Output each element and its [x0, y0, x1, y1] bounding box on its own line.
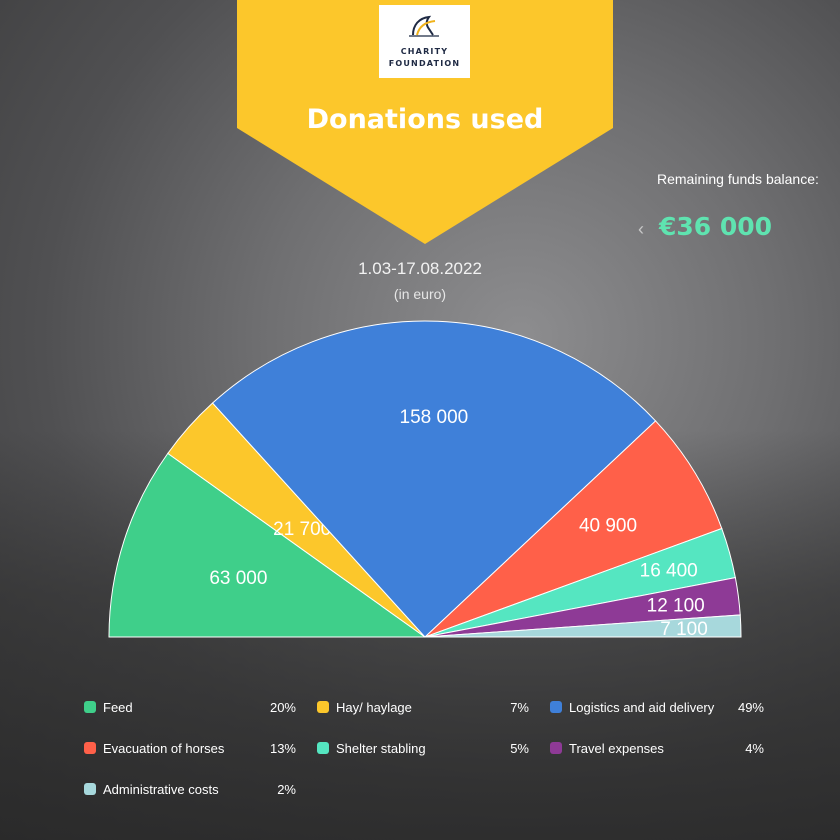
legend-item-logistics: Logistics and aid delivery 49%	[550, 700, 764, 718]
slice-value-label-hay: 21 700	[273, 519, 331, 540]
slice-value-label-administrative: 7 100	[660, 619, 708, 640]
legend-percent: 2%	[277, 782, 296, 797]
logo-line-2: FOUNDATION	[388, 59, 461, 68]
legend-swatch	[550, 701, 562, 713]
pie-slice-evacuation	[424, 420, 723, 638]
title-banner	[237, 0, 613, 244]
chevron-left-icon: ‹	[638, 219, 644, 239]
legend-label: Administrative costs	[103, 782, 219, 797]
slice-value-label-evacuation: 40 900	[579, 515, 637, 536]
legend-swatch	[84, 742, 96, 754]
legend-label: Shelter stabling	[336, 741, 426, 756]
legend-item-feed: Feed 20%	[84, 700, 296, 718]
legend-label: Evacuation of horses	[103, 741, 225, 756]
legend-percent: 13%	[269, 741, 296, 756]
pie-slice-administrative	[424, 614, 742, 638]
legend-label: Feed	[103, 700, 133, 715]
pie-slice-logistics	[211, 320, 657, 638]
remaining-funds-value: €36 000	[659, 212, 773, 241]
legend-item-travel: Travel expenses 4%	[550, 741, 764, 759]
legend-label: Logistics and aid delivery	[569, 700, 715, 715]
logo-line-1: CHARITY	[400, 47, 449, 56]
slice-value-label-shelter: 16 400	[640, 561, 698, 582]
page-title: Donations used	[306, 104, 544, 135]
legend-percent: 20%	[269, 700, 296, 715]
legend-item-evacuation: Evacuation of horses 13%	[84, 741, 296, 759]
legend-swatch	[84, 783, 96, 795]
horse-logo-icon	[409, 15, 439, 37]
remaining-funds-label: Remaining funds balance:	[657, 171, 819, 187]
pie-slice-feed	[108, 452, 427, 638]
slice-value-label-travel: 12 100	[647, 595, 705, 616]
legend-percent: 5%	[510, 741, 529, 756]
legend-item-shelter: Shelter stabling 5%	[317, 741, 529, 759]
legend-percent: 4%	[745, 741, 764, 756]
chart-period: 1.03-17.08.2022	[358, 259, 482, 278]
legend-swatch	[317, 701, 329, 713]
legend-percent: 7%	[510, 700, 529, 715]
legend-label: Travel expenses	[569, 741, 664, 756]
legend-swatch	[84, 701, 96, 713]
legend-item-hay: Hay/ haylage 7%	[317, 700, 529, 718]
slice-value-label-logistics: 158 000	[400, 407, 469, 428]
legend-swatch	[317, 742, 329, 754]
legend-label: Hay/ haylage	[336, 700, 412, 715]
legend-swatch	[550, 742, 562, 754]
legend-percent: 49%	[737, 700, 764, 715]
foundation-logo: CHARITY FOUNDATION	[379, 5, 470, 78]
chart-unit: (in euro)	[393, 286, 447, 302]
legend-item-administrative: Administrative costs 2%	[84, 782, 296, 800]
slice-value-label-feed: 63 000	[209, 568, 267, 589]
